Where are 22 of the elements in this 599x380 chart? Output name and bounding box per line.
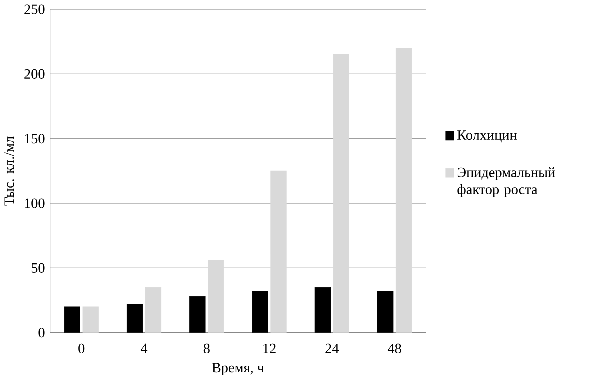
y-tick-label: 200 bbox=[24, 69, 45, 79]
x-tick-label: 8 bbox=[204, 344, 210, 354]
x-tick-label: 4 bbox=[140, 344, 148, 354]
x-axis-title: Время, ч bbox=[212, 363, 264, 376]
bar bbox=[396, 48, 412, 333]
bar bbox=[145, 287, 162, 333]
y-tick-label: 250 bbox=[24, 4, 45, 14]
y-tick-label: 0 bbox=[38, 328, 45, 338]
x-tick-label: 24 bbox=[326, 344, 340, 354]
legend-label: Колхицин bbox=[458, 130, 518, 143]
y-axis-title: Тыс. кл./мл bbox=[4, 136, 14, 206]
y-tick-label: 100 bbox=[25, 198, 45, 208]
bar bbox=[333, 54, 350, 333]
x-tick-label: 48 bbox=[388, 344, 402, 354]
bar bbox=[208, 260, 224, 333]
y-tick-label: 150 bbox=[25, 134, 45, 144]
bar bbox=[270, 170, 287, 333]
x-tick-label: 12 bbox=[264, 344, 276, 354]
bar bbox=[82, 306, 99, 333]
x-tick-label: 0 bbox=[78, 344, 85, 354]
y-tick-label: 50 bbox=[32, 263, 45, 273]
legend-label: Эпидермальный фактор роста bbox=[458, 167, 556, 198]
